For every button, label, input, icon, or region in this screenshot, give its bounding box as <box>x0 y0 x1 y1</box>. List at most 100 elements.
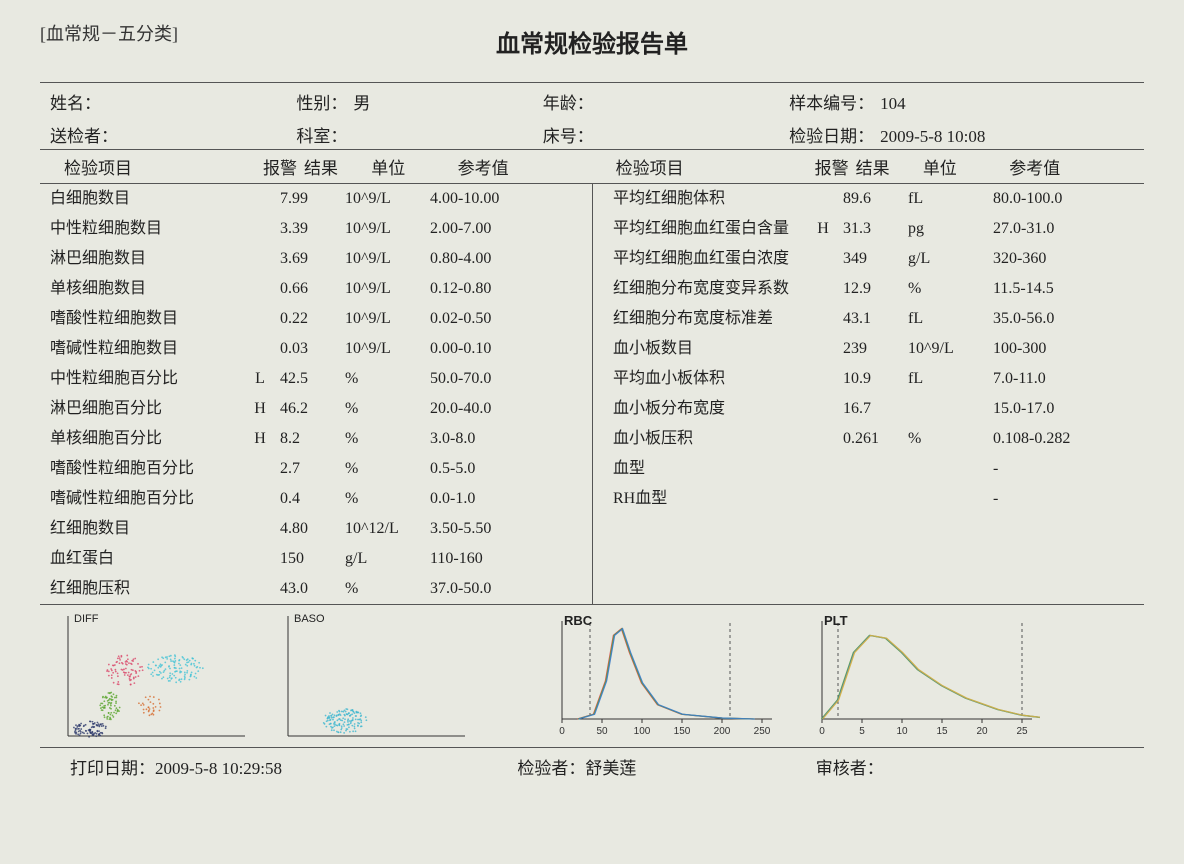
table-row: 平均红细胞血红蛋白含量H31.3pg27.0-31.0 <box>603 214 1144 244</box>
cell-flag <box>240 574 280 604</box>
cell-unit: 10^9/L <box>345 244 430 274</box>
th-result-left: 结果 <box>304 154 371 179</box>
svg-text:0: 0 <box>819 726 825 737</box>
chart-baso: BASO <box>270 611 470 741</box>
chart-plt: PLT0510152025fL <box>800 611 1040 741</box>
svg-text:50: 50 <box>596 726 608 737</box>
cell-result: 2.7 <box>280 454 345 484</box>
cell-item: 淋巴细胞数目 <box>50 244 240 274</box>
th-flag-left: 报警 <box>256 154 304 179</box>
cell-result: 239 <box>843 334 908 364</box>
table-row: 血型- <box>603 454 1144 484</box>
cell-item: 血小板分布宽度 <box>613 394 803 424</box>
cell-ref: 37.0-50.0 <box>430 574 570 604</box>
cell-unit: % <box>908 274 993 304</box>
report-title: 血常规检验报告单 <box>0 24 1184 59</box>
results-left: 白细胞数目7.9910^9/L4.00-10.00中性粒细胞数目3.3910^9… <box>40 184 592 604</box>
cell-item: 嗜酸性粒细胞数目 <box>50 304 240 334</box>
cell-flag <box>803 274 843 304</box>
age-label: 年龄： <box>543 94 594 113</box>
testdate-value: 2009-5-8 10:08 <box>880 127 985 146</box>
cell-item: 血小板压积 <box>613 424 803 454</box>
cell-flag: H <box>240 394 280 424</box>
table-row: 平均血小板体积10.9fL7.0-11.0 <box>603 364 1144 394</box>
table-row: 单核细胞百分比H8.2%3.0-8.0 <box>40 424 592 454</box>
cell-unit: % <box>345 394 430 424</box>
cell-result: 46.2 <box>280 394 345 424</box>
cell-item: 红细胞数目 <box>50 514 240 544</box>
cell-result: 42.5 <box>280 364 345 394</box>
cell-item: 单核细胞数目 <box>50 274 240 304</box>
cell-flag <box>240 244 280 274</box>
svg-text:25: 25 <box>1016 726 1028 737</box>
table-row: 嗜酸性粒细胞数目0.2210^9/L0.02-0.50 <box>40 304 592 334</box>
cell-flag <box>240 454 280 484</box>
chart-plt-label: PLT <box>824 613 848 628</box>
cell-flag <box>803 184 843 214</box>
table-row: 红细胞压积43.0%37.0-50.0 <box>40 574 592 604</box>
table-row: 嗜碱性粒细胞百分比0.4%0.0-1.0 <box>40 484 592 514</box>
cell-item: 平均血小板体积 <box>613 364 803 394</box>
cell-ref: 320-360 <box>993 244 1133 274</box>
cell-ref: 2.00-7.00 <box>430 214 570 244</box>
cell-result: 150 <box>280 544 345 574</box>
cell-flag <box>803 304 843 334</box>
svg-text:150: 150 <box>674 726 691 737</box>
table-row: RH血型- <box>603 484 1144 514</box>
svg-text:200: 200 <box>714 726 731 737</box>
cell-item: 红细胞压积 <box>50 574 240 604</box>
cell-ref: 15.0-17.0 <box>993 394 1133 424</box>
th-ref-left: 参考值 <box>458 154 583 179</box>
cell-ref: 50.0-70.0 <box>430 364 570 394</box>
cell-flag <box>240 214 280 244</box>
chart-diff-label: DIFF <box>74 613 98 625</box>
testdate-label: 检验日期： <box>789 127 874 146</box>
svg-text:10: 10 <box>896 726 908 737</box>
svg-text:5: 5 <box>859 726 865 737</box>
cell-unit: g/L <box>908 244 993 274</box>
cell-ref: - <box>993 484 1133 514</box>
cell-result: 4.80 <box>280 514 345 544</box>
cell-item: 血小板数目 <box>613 334 803 364</box>
print-label: 打印日期： <box>70 759 155 778</box>
cell-unit: fL <box>908 304 993 334</box>
sex-label: 性别： <box>296 94 347 113</box>
table-row: 血红蛋白150g/L110-160 <box>40 544 592 574</box>
sex-value: 男 <box>353 94 370 113</box>
cell-unit: % <box>345 454 430 484</box>
bed-label: 床号： <box>543 127 594 146</box>
table-row: 血小板压积0.261%0.108-0.282 <box>603 424 1144 454</box>
table-row: 嗜酸性粒细胞百分比2.7%0.5-5.0 <box>40 454 592 484</box>
cell-unit: 10^9/L <box>345 214 430 244</box>
table-row: 中性粒细胞数目3.3910^9/L2.00-7.00 <box>40 214 592 244</box>
svg-text:20: 20 <box>976 726 988 737</box>
cell-item: 白细胞数目 <box>50 184 240 214</box>
cell-item: 血红蛋白 <box>50 544 240 574</box>
cell-flag <box>803 454 843 484</box>
cell-result: 89.6 <box>843 184 908 214</box>
table-header: 检验项目 报警 结果 单位 参考值 检验项目 报警 结果 单位 参考值 <box>40 150 1144 183</box>
cell-ref: 0.12-0.80 <box>430 274 570 304</box>
table-row: 淋巴细胞数目3.6910^9/L0.80-4.00 <box>40 244 592 274</box>
cell-ref: 0.0-1.0 <box>430 484 570 514</box>
svg-text:0: 0 <box>559 726 565 737</box>
cell-item: 嗜酸性粒细胞百分比 <box>50 454 240 484</box>
cell-result: 16.7 <box>843 394 908 424</box>
cell-item: 平均红细胞体积 <box>613 184 803 214</box>
cell-unit: % <box>345 574 430 604</box>
cell-ref: 3.0-8.0 <box>430 424 570 454</box>
cell-unit: 10^9/L <box>345 304 430 334</box>
cell-ref: 0.00-0.10 <box>430 334 570 364</box>
cell-ref: 11.5-14.5 <box>993 274 1133 304</box>
cell-flag <box>803 334 843 364</box>
cell-flag <box>803 394 843 424</box>
svg-text:250: 250 <box>754 726 771 737</box>
cell-item: 嗜碱性粒细胞数目 <box>50 334 240 364</box>
cell-result: 7.99 <box>280 184 345 214</box>
cell-flag <box>803 424 843 454</box>
table-row: 淋巴细胞百分比H46.2%20.0-40.0 <box>40 394 592 424</box>
dept-label: 科室： <box>296 127 347 146</box>
cell-flag: L <box>240 364 280 394</box>
chart-baso-label: BASO <box>294 613 325 625</box>
cell-result: 3.69 <box>280 244 345 274</box>
